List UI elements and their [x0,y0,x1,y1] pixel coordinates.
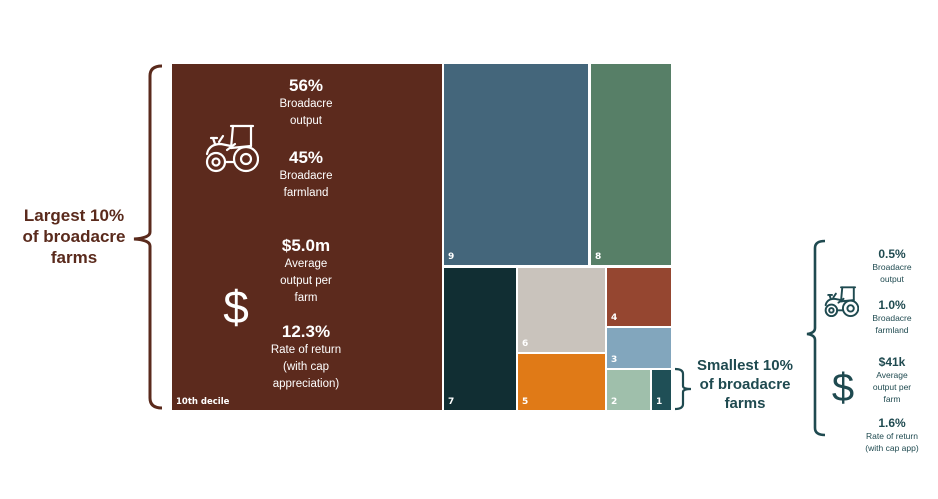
tile-decile-3: 3 [607,328,671,368]
largest-output-desc2: output [290,115,322,127]
smallest-farmland-desc2: farmland [875,325,909,335]
largest-output-value: 56% [288,76,324,95]
largest-label-line2: of broadacre [22,227,126,246]
smallest-label-line3: farms [724,395,766,412]
tile-decile-9: 9 [444,64,588,265]
smallest-output-stat: 0.5% Broadacre output [860,247,924,285]
smallest-ror-desc1: Rate of return [866,431,918,441]
dollar-icon: $ [223,281,249,333]
largest-farmland-value: 45% [288,148,324,167]
tile-decile-6: 6 [518,268,605,352]
tile-decile-8: 8 [591,64,671,265]
smallest-ror-stat: 1.6% Rate of return (with cap app) [854,416,930,454]
smallest-avg-desc1: Average [876,370,908,380]
smallest-avg-desc2: output per [872,382,912,392]
largest-ror-desc3: appreciation) [272,378,340,390]
largest-label-line3: farms [50,248,98,267]
largest-ror-desc2: (with cap [282,361,330,373]
smallest-ror-value: 1.6% [878,416,906,430]
largest-ror-value: 12.3% [281,322,331,341]
tile-decile-9-label: 9 [448,252,455,262]
smallest-farmland-value: 1.0% [878,298,906,312]
smallest-farmland-desc1: Broadacre [872,313,912,323]
tile-decile-10: 10th decile [172,64,442,410]
largest-farmland-desc1: Broadacre [279,170,333,182]
largest-avg-desc1: Average [284,258,328,270]
small-brace-icon [674,367,692,411]
tile-decile-1: 1 [652,370,671,410]
tile-decile-2: 2 [607,370,650,410]
tile-decile-7: 7 [444,268,516,410]
largest-avg-desc2: output per [280,275,332,287]
largest-output-desc1: Broadacre [279,98,333,110]
tile-decile-3-label: 3 [611,355,618,365]
smallest-ror-desc2: (with cap app) [865,443,919,453]
left-brace-icon [133,64,163,410]
smallest-output-desc2: output [880,274,904,284]
largest-farmland-desc2: farmland [283,187,329,199]
largest-ror-desc1: Rate of return [270,344,342,356]
smallest-avg-stat: $41k Average output per farm [858,355,926,405]
largest-avg-value: $5.0m [281,236,331,255]
small-tractor-icon [824,286,859,318]
smallest-label-line2: of broadacre [699,376,791,393]
largest-farms-label: Largest 10% of broadacre farms [18,205,130,268]
small-dollar-icon: $ [831,366,855,410]
tile-decile-1-label: 1 [656,397,663,407]
largest-avg-desc3: farm [294,292,318,304]
tile-decile-2-label: 2 [611,397,618,407]
tile-decile-10-label: 10th decile [176,397,230,407]
tile-decile-4: 4 [607,268,671,326]
tile-decile-5: 5 [518,354,605,410]
right-brace-icon [806,239,826,437]
largest-output-stat: 56% Broadacre output [260,76,352,130]
tractor-icon [205,124,259,173]
tile-decile-4-label: 4 [611,313,618,323]
tile-decile-7-label: 7 [448,397,455,407]
smallest-output-desc1: Broadacre [872,262,912,272]
tile-decile-5-label: 5 [522,397,529,407]
smallest-farmland-stat: 1.0% Broadacre farmland [860,298,924,336]
smallest-output-value: 0.5% [878,247,906,261]
largest-avg-stat: $5.0m Average output per farm [250,236,362,307]
tile-decile-8-label: 8 [595,252,602,262]
largest-ror-stat: 12.3% Rate of return (with cap appreciat… [250,322,362,393]
smallest-farms-label: Smallest 10% of broadacre farms [692,356,798,413]
tile-decile-6-label: 6 [522,339,529,349]
largest-label-line1: Largest 10% [23,206,125,225]
smallest-label-line1: Smallest 10% [697,357,793,374]
smallest-avg-value: $41k [878,355,906,369]
largest-farmland-stat: 45% Broadacre farmland [260,148,352,202]
smallest-avg-desc3: farm [883,394,901,404]
